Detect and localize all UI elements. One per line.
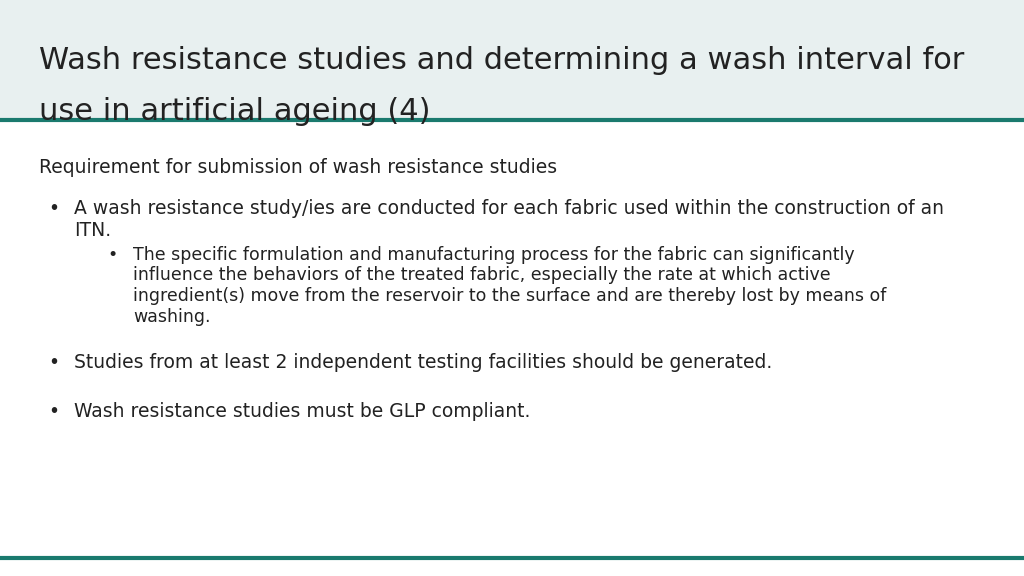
Text: Requirement for submission of wash resistance studies: Requirement for submission of wash resis… (39, 158, 557, 176)
Text: A wash resistance study/ies are conducted for each fabric used within the constr: A wash resistance study/ies are conducte… (74, 199, 944, 218)
Text: •: • (48, 199, 59, 218)
Text: ITN.: ITN. (74, 221, 111, 240)
Text: •: • (108, 245, 118, 264)
Text: use in artificial ageing (4): use in artificial ageing (4) (39, 97, 430, 126)
Text: ingredient(s) move from the reservoir to the surface and are thereby lost by mea: ingredient(s) move from the reservoir to… (133, 287, 887, 305)
Text: The specific formulation and manufacturing process for the fabric can significan: The specific formulation and manufacturi… (133, 245, 855, 264)
Text: influence the behaviors of the treated fabric, especially the rate at which acti: influence the behaviors of the treated f… (133, 266, 830, 285)
Text: Wash resistance studies must be GLP compliant.: Wash resistance studies must be GLP comp… (74, 403, 530, 421)
Text: •: • (48, 403, 59, 421)
Text: washing.: washing. (133, 308, 211, 326)
Text: Studies from at least 2 independent testing facilities should be generated.: Studies from at least 2 independent test… (74, 354, 772, 372)
FancyBboxPatch shape (0, 0, 1024, 120)
Text: Wash resistance studies and determining a wash interval for: Wash resistance studies and determining … (39, 46, 965, 75)
Text: •: • (48, 354, 59, 372)
